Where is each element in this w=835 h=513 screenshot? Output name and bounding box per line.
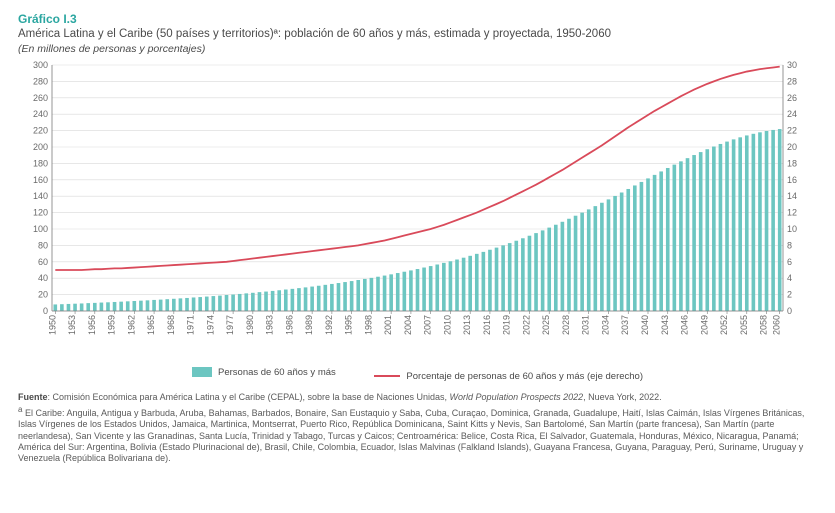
svg-text:2001: 2001 — [383, 315, 393, 335]
svg-text:28: 28 — [787, 76, 797, 86]
svg-text:1953: 1953 — [67, 315, 77, 335]
svg-text:1977: 1977 — [225, 315, 235, 335]
svg-text:0: 0 — [787, 306, 792, 316]
line-swatch-icon — [374, 375, 400, 377]
svg-text:2022: 2022 — [521, 315, 531, 335]
svg-text:1962: 1962 — [126, 315, 136, 335]
svg-text:2: 2 — [787, 290, 792, 300]
svg-text:26: 26 — [787, 93, 797, 103]
svg-text:1959: 1959 — [107, 315, 117, 335]
svg-text:60: 60 — [38, 257, 48, 267]
source-text: : Comisión Económica para América Latina… — [48, 392, 450, 402]
svg-text:2040: 2040 — [640, 315, 650, 335]
svg-text:1974: 1974 — [205, 315, 215, 335]
svg-text:1956: 1956 — [87, 315, 97, 335]
svg-text:2025: 2025 — [541, 315, 551, 335]
svg-text:2019: 2019 — [502, 315, 512, 335]
legend: Personas de 60 años y más Porcentaje de … — [18, 367, 817, 382]
svg-text:12: 12 — [787, 208, 797, 218]
svg-text:22: 22 — [787, 126, 797, 136]
svg-text:1950: 1950 — [47, 315, 57, 335]
svg-text:2016: 2016 — [482, 315, 492, 335]
svg-text:240: 240 — [33, 109, 48, 119]
note-text: El Caribe: Anguila, Antigua y Barbuda, A… — [18, 408, 804, 463]
chart-header: Gráfico I.3 América Latina y el Caribe (… — [18, 12, 817, 55]
combo-chart: 0204060801001201401601802002202402602803… — [18, 61, 817, 361]
svg-text:300: 300 — [33, 61, 48, 70]
svg-text:2049: 2049 — [699, 315, 709, 335]
svg-text:2028: 2028 — [561, 315, 571, 335]
svg-text:18: 18 — [787, 158, 797, 168]
source-italic: World Population Prospects 2022 — [450, 392, 584, 402]
svg-text:24: 24 — [787, 109, 797, 119]
svg-text:2031: 2031 — [581, 315, 591, 335]
legend-item-line: Porcentaje de personas de 60 años y más … — [374, 371, 643, 382]
svg-text:20: 20 — [787, 142, 797, 152]
svg-text:14: 14 — [787, 191, 797, 201]
figure-title: América Latina y el Caribe (50 países y … — [18, 27, 817, 42]
svg-text:280: 280 — [33, 76, 48, 86]
svg-text:1980: 1980 — [245, 315, 255, 335]
svg-text:2055: 2055 — [739, 315, 749, 335]
svg-text:2037: 2037 — [620, 315, 630, 335]
svg-text:2060: 2060 — [772, 315, 782, 335]
svg-text:2034: 2034 — [600, 315, 610, 335]
svg-text:2046: 2046 — [680, 315, 690, 335]
svg-text:16: 16 — [787, 175, 797, 185]
legend-item-bars: Personas de 60 años y más — [192, 367, 336, 378]
source-tail: , Nueva York, 2022. — [583, 392, 662, 402]
svg-text:1992: 1992 — [324, 315, 334, 335]
svg-text:1965: 1965 — [146, 315, 156, 335]
svg-text:2013: 2013 — [462, 315, 472, 335]
svg-text:80: 80 — [38, 240, 48, 250]
svg-text:180: 180 — [33, 158, 48, 168]
legend-bar-label: Personas de 60 años y más — [218, 367, 336, 378]
bar-swatch-icon — [192, 367, 212, 377]
svg-text:2010: 2010 — [442, 315, 452, 335]
svg-text:2007: 2007 — [423, 315, 433, 335]
svg-text:1983: 1983 — [265, 315, 275, 335]
svg-text:120: 120 — [33, 208, 48, 218]
svg-text:160: 160 — [33, 175, 48, 185]
svg-text:30: 30 — [787, 61, 797, 70]
source-label: Fuente — [18, 392, 48, 402]
svg-text:0: 0 — [43, 306, 48, 316]
svg-text:20: 20 — [38, 290, 48, 300]
svg-text:6: 6 — [787, 257, 792, 267]
note-line: a El Caribe: Anguila, Antigua y Barbuda,… — [18, 405, 817, 464]
chart-area: 0204060801001201401601802002202402602803… — [18, 61, 817, 361]
svg-text:40: 40 — [38, 273, 48, 283]
svg-text:2004: 2004 — [403, 315, 413, 335]
figure-subtitle: (En millones de personas y porcentajes) — [18, 43, 817, 55]
svg-text:1986: 1986 — [284, 315, 294, 335]
svg-text:2052: 2052 — [719, 315, 729, 335]
svg-text:260: 260 — [33, 93, 48, 103]
source-line: Fuente: Comisión Económica para América … — [18, 392, 817, 403]
svg-text:140: 140 — [33, 191, 48, 201]
svg-text:2058: 2058 — [759, 315, 769, 335]
svg-text:2043: 2043 — [660, 315, 670, 335]
svg-text:100: 100 — [33, 224, 48, 234]
svg-text:10: 10 — [787, 224, 797, 234]
svg-text:1998: 1998 — [363, 315, 373, 335]
footnotes: Fuente: Comisión Económica para América … — [18, 392, 817, 465]
figure-label: Gráfico I.3 — [18, 12, 817, 26]
svg-text:1989: 1989 — [304, 315, 314, 335]
svg-text:4: 4 — [787, 273, 792, 283]
svg-text:1968: 1968 — [166, 315, 176, 335]
svg-text:200: 200 — [33, 142, 48, 152]
legend-line-label: Porcentaje de personas de 60 años y más … — [406, 371, 643, 382]
svg-text:1995: 1995 — [344, 315, 354, 335]
svg-text:8: 8 — [787, 240, 792, 250]
svg-text:220: 220 — [33, 126, 48, 136]
svg-text:1971: 1971 — [186, 315, 196, 335]
